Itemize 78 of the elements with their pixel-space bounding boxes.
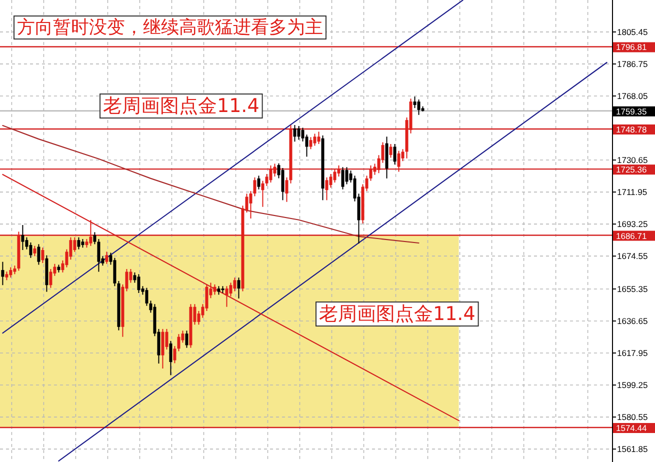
candlestick bbox=[249, 190, 252, 219]
candlestick bbox=[393, 144, 396, 166]
candlestick bbox=[257, 175, 260, 190]
candlestick bbox=[225, 286, 228, 308]
candlestick bbox=[261, 180, 264, 208]
candlestick bbox=[97, 238, 100, 272]
y-tick-label: 1730.65 bbox=[617, 155, 648, 166]
candlestick bbox=[253, 176, 256, 197]
candlestick bbox=[21, 224, 24, 251]
candlestick bbox=[285, 176, 288, 202]
candlestick bbox=[177, 334, 180, 352]
candlestick bbox=[145, 287, 148, 306]
y-tick-label: 1786.75 bbox=[617, 58, 648, 69]
ref-line-label: 1574.44 bbox=[616, 423, 647, 434]
candlestick bbox=[233, 277, 236, 292]
candlestick bbox=[341, 166, 344, 190]
candlestick bbox=[41, 247, 44, 264]
candlestick bbox=[105, 251, 108, 264]
candlestick bbox=[237, 277, 240, 299]
ref-line-label: 1796.81 bbox=[616, 42, 647, 52]
y-tick-label: 1711.95 bbox=[617, 187, 648, 198]
candlestick bbox=[77, 236, 80, 250]
candlestick bbox=[369, 164, 372, 182]
candlestick bbox=[345, 166, 348, 185]
candlestick bbox=[49, 268, 52, 288]
candlestick bbox=[161, 328, 164, 370]
candlestick bbox=[197, 310, 200, 326]
candlestick bbox=[325, 176, 328, 201]
y-tick-label: 1599.25 bbox=[617, 380, 648, 390]
candlestick bbox=[169, 340, 172, 376]
candlestick bbox=[173, 346, 176, 364]
candlestick bbox=[33, 245, 36, 257]
candlestick bbox=[397, 150, 400, 172]
candlestick bbox=[89, 220, 92, 246]
ref-line-label: 1759.35 bbox=[616, 106, 647, 116]
y-tick-label: 1693.25 bbox=[617, 219, 648, 230]
candlestick bbox=[317, 131, 320, 145]
candlestick bbox=[269, 164, 272, 184]
candlestick bbox=[417, 98, 420, 116]
y-tick-label: 1636.65 bbox=[617, 316, 648, 326]
annotation: 老周画图点金11.4 bbox=[103, 95, 260, 117]
text: 方向暂时没变，继续高歌猛进看多为主 bbox=[17, 17, 323, 38]
candlestick bbox=[413, 96, 416, 109]
candlestick bbox=[1, 261, 4, 286]
candlestick bbox=[273, 163, 276, 178]
candlestick bbox=[313, 133, 316, 146]
candlestick bbox=[333, 168, 336, 184]
candlestick bbox=[137, 274, 140, 294]
candlestick bbox=[37, 244, 40, 266]
y-tick-label: 1561.85 bbox=[617, 444, 648, 454]
candlestick bbox=[229, 282, 232, 297]
candlestick bbox=[9, 266, 12, 278]
y-tick-label: 1674.55 bbox=[617, 251, 648, 262]
candlestick bbox=[113, 257, 116, 287]
candlestick bbox=[297, 126, 300, 140]
line-series bbox=[2, 124, 420, 244]
candlestick bbox=[329, 173, 332, 188]
candlestick bbox=[305, 134, 308, 158]
ref-line-label: 1725.36 bbox=[616, 164, 647, 175]
y-tick-label: 1617.95 bbox=[617, 348, 648, 358]
candlestick bbox=[213, 284, 216, 296]
ref-line-label: 1686.71 bbox=[616, 230, 647, 241]
y-tick-label: 1580.55 bbox=[617, 412, 648, 422]
candlestick bbox=[93, 232, 96, 245]
candlestick bbox=[309, 136, 312, 150]
y-tick-label: 1655.35 bbox=[617, 284, 648, 294]
y-tick-label: 1805.45 bbox=[617, 26, 648, 37]
candlestick bbox=[185, 330, 188, 348]
candlestick bbox=[205, 284, 208, 312]
candlestick bbox=[293, 124, 296, 142]
ref-line-label: 1748.78 bbox=[616, 124, 647, 134]
candlestick bbox=[389, 144, 392, 158]
candlestick bbox=[73, 236, 76, 252]
y-tick-label: 1768.05 bbox=[617, 90, 648, 101]
candlestick bbox=[337, 164, 340, 178]
candlestick bbox=[281, 167, 284, 201]
annotation: 老周画图点金11.4 bbox=[319, 303, 476, 325]
candlestick bbox=[29, 242, 32, 258]
